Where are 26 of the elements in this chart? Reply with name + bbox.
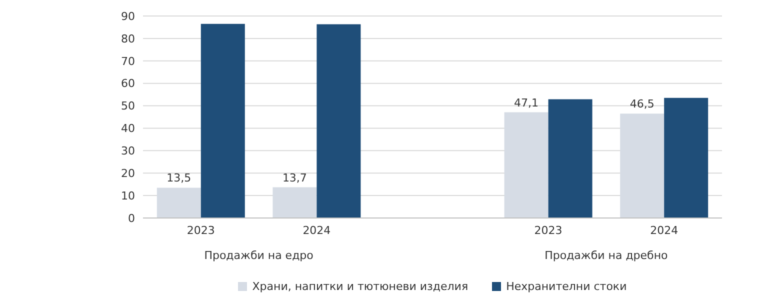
legend-label: Нехранителни стоки bbox=[505, 280, 627, 293]
x-tick-label: 2023 bbox=[534, 224, 562, 237]
y-tick-label: 60 bbox=[121, 77, 135, 90]
y-tick-label: 80 bbox=[121, 32, 135, 46]
x-tick-label: 2024 bbox=[302, 224, 331, 237]
bar bbox=[316, 24, 361, 218]
x-tick-label: 2024 bbox=[650, 224, 678, 237]
y-tick-label: 50 bbox=[121, 100, 135, 113]
y-tick-label: 70 bbox=[121, 54, 135, 68]
bar bbox=[664, 98, 708, 218]
data-label: 47,1 bbox=[514, 96, 539, 110]
legend-label: Храни, напитки и тютюневи изделия bbox=[251, 280, 468, 293]
y-tick-label: 10 bbox=[121, 189, 135, 202]
text: Продажби на едро bbox=[203, 249, 314, 262]
text: Продажби на дребно bbox=[544, 249, 669, 262]
y-tick-label: 20 bbox=[121, 167, 135, 180]
y-tick-label: 40 bbox=[121, 122, 135, 136]
y-tick-label: 30 bbox=[121, 144, 135, 158]
y-tick-label: 0 bbox=[128, 212, 135, 225]
data-label: 13,7 bbox=[282, 171, 307, 184]
data-label: 46,5 bbox=[630, 98, 654, 111]
x-tick-label: 2023 bbox=[186, 224, 215, 237]
bar bbox=[200, 24, 245, 218]
data-label: 13,5 bbox=[166, 172, 192, 185]
y-tick-label: 90 bbox=[121, 10, 135, 23]
bar bbox=[548, 99, 592, 218]
